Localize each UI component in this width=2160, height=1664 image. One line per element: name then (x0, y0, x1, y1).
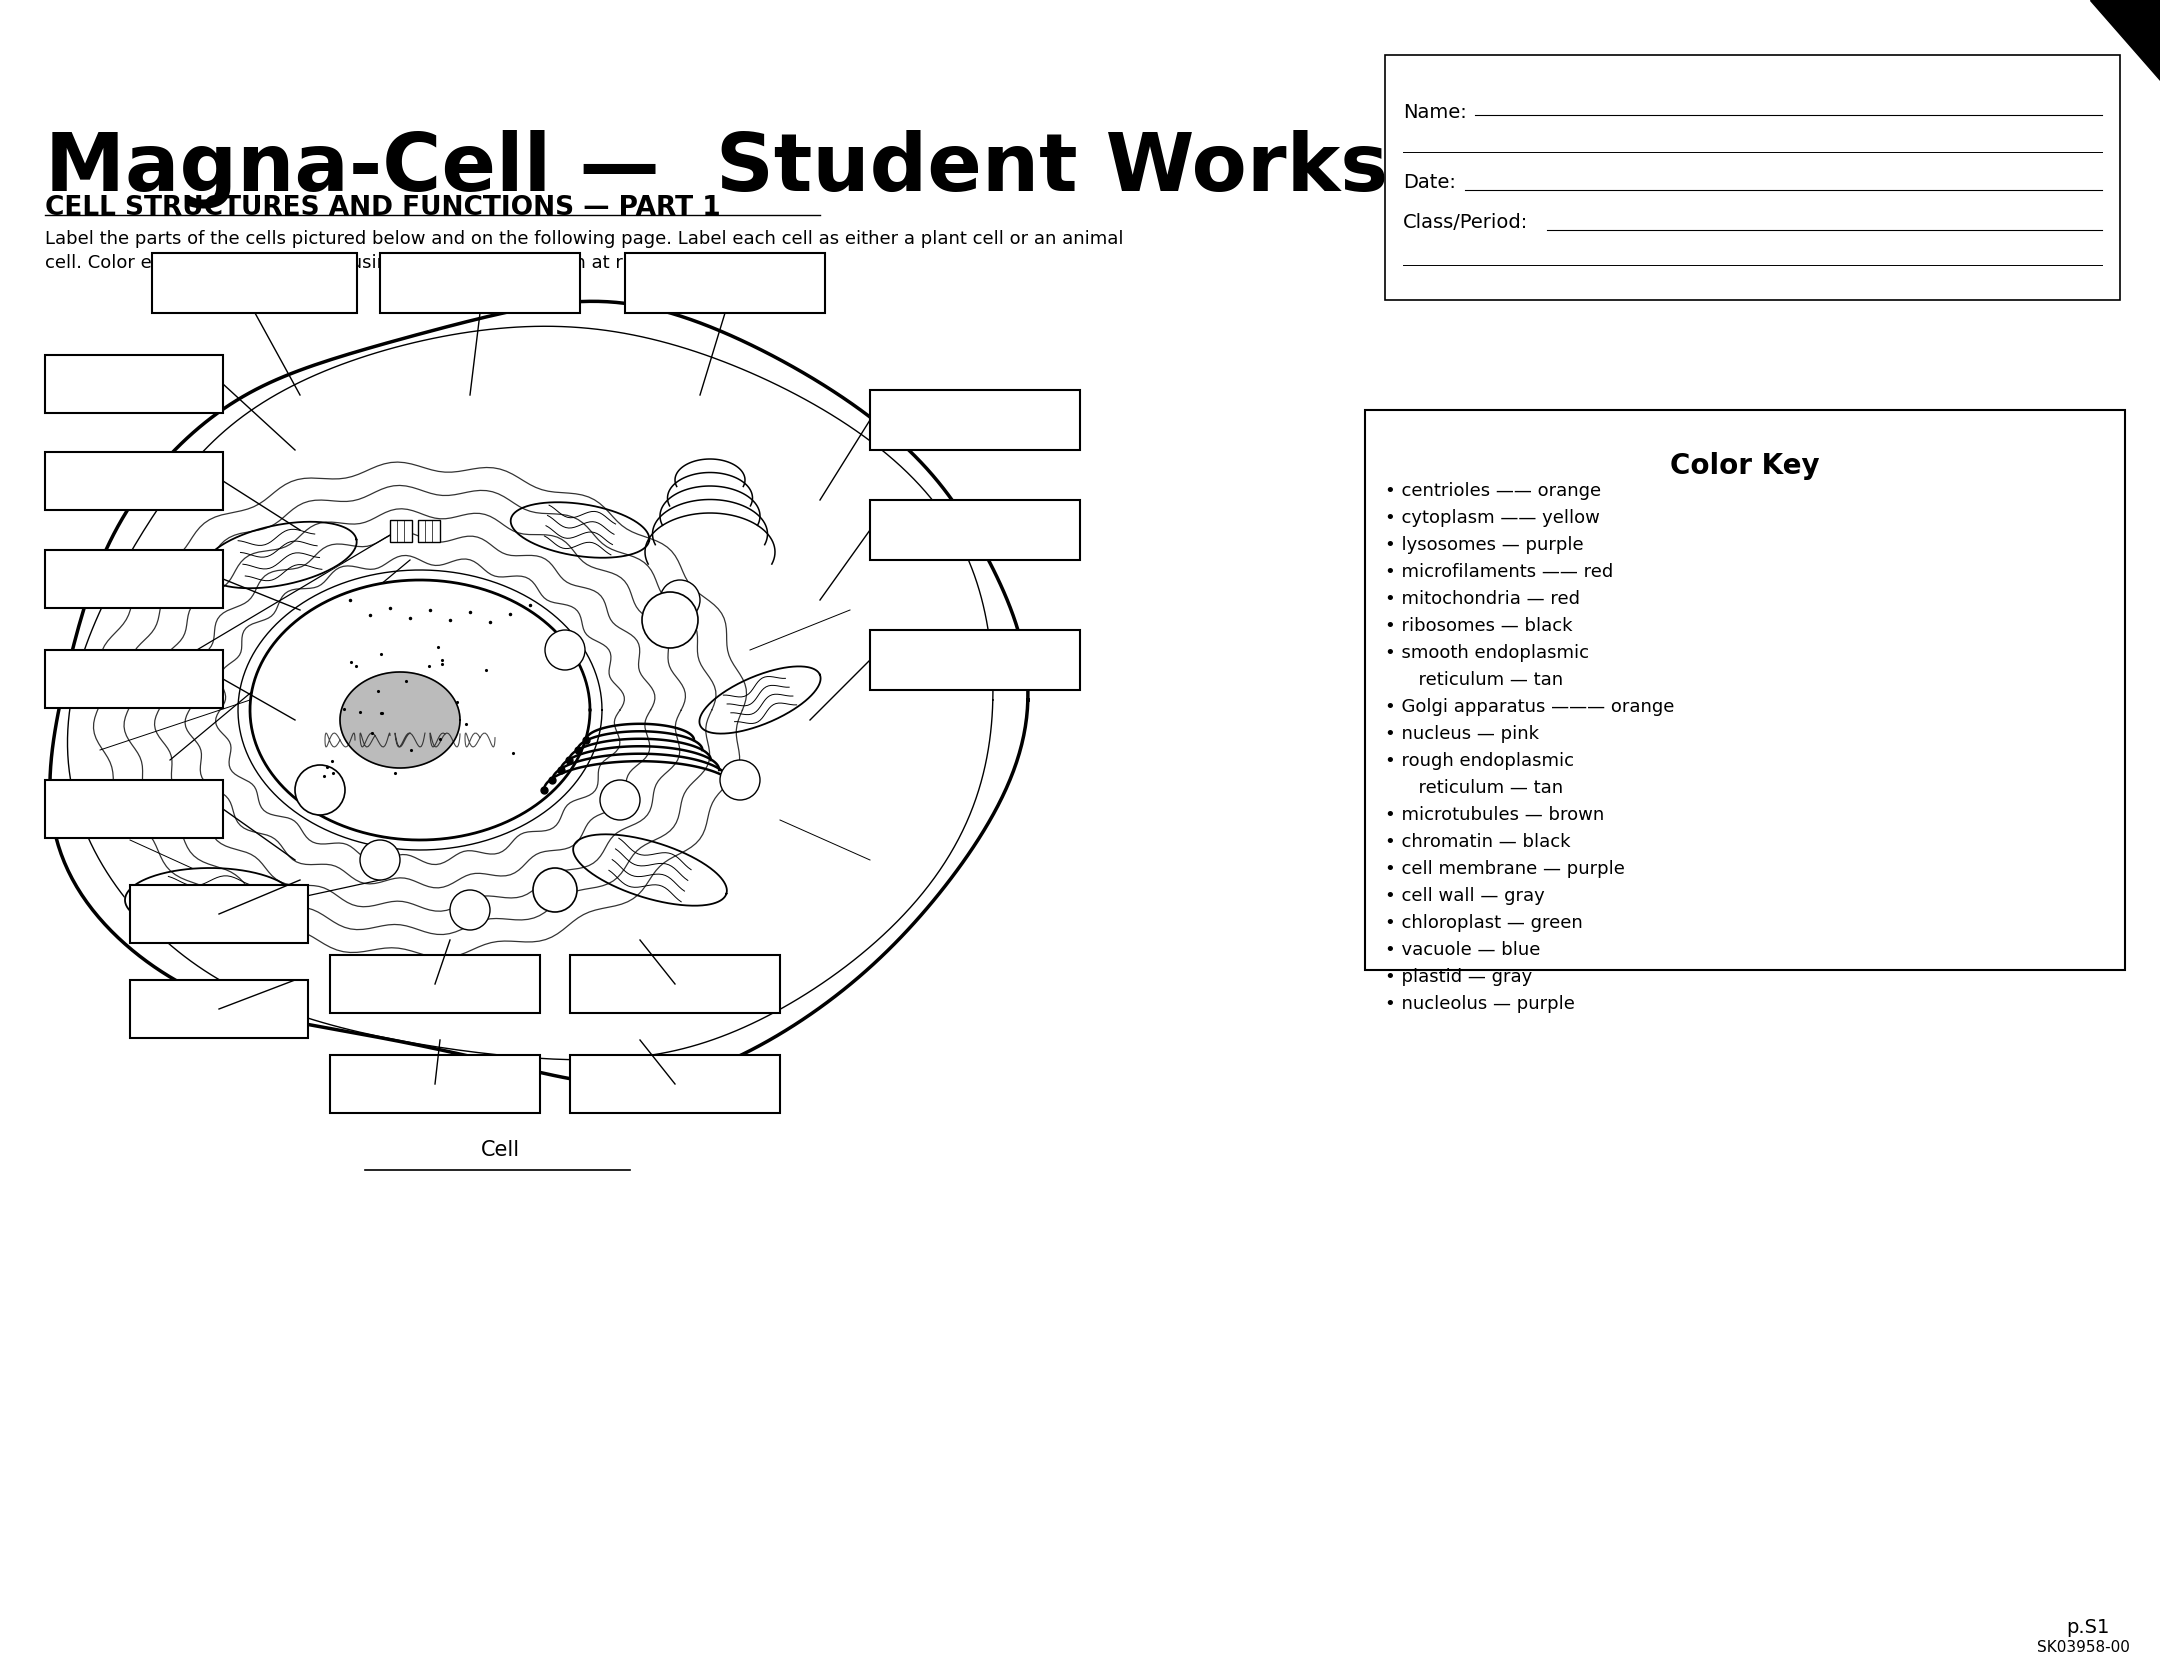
Bar (870, 631, 1080, 691)
Polygon shape (339, 672, 460, 769)
Text: • chromatin — black: • chromatin — black (1385, 834, 1570, 850)
Circle shape (642, 592, 698, 647)
Bar (130, 885, 309, 943)
Circle shape (296, 765, 346, 815)
Text: • nucleolus — purple: • nucleolus — purple (1385, 995, 1575, 1013)
Text: SK03958-00: SK03958-00 (2037, 1641, 2130, 1656)
Text: • Golgi apparatus ——— orange: • Golgi apparatus ——— orange (1385, 697, 1674, 716)
Text: Cell: Cell (480, 1140, 521, 1160)
Polygon shape (125, 869, 296, 932)
Text: • ribosomes — black: • ribosomes — black (1385, 617, 1572, 636)
Text: • lysosomes — purple: • lysosomes — purple (1385, 536, 1583, 554)
Text: • vacuole — blue: • vacuole — blue (1385, 942, 1540, 958)
Circle shape (544, 631, 585, 671)
Bar (45, 651, 222, 707)
Circle shape (719, 760, 760, 800)
Text: • mitochondria — red: • mitochondria — red (1385, 591, 1579, 607)
Bar (380, 253, 581, 313)
Bar (45, 354, 222, 413)
Text: Name:: Name: (1404, 103, 1467, 121)
Text: Color Key: Color Key (1670, 453, 1821, 479)
Polygon shape (251, 581, 590, 840)
Text: Date:: Date: (1404, 173, 1456, 191)
Circle shape (600, 780, 639, 820)
Text: • cytoplasm —— yellow: • cytoplasm —— yellow (1385, 509, 1601, 527)
Bar (570, 955, 780, 1013)
Bar (1365, 409, 2125, 970)
Bar (330, 1055, 540, 1113)
Circle shape (361, 840, 400, 880)
Text: • rough endoplasmic: • rough endoplasmic (1385, 752, 1575, 770)
Polygon shape (572, 834, 728, 905)
Text: • smooth endoplasmic: • smooth endoplasmic (1385, 644, 1590, 662)
Text: • plastid — gray: • plastid — gray (1385, 968, 1531, 987)
Polygon shape (2091, 0, 2160, 80)
Text: p.S1: p.S1 (2067, 1617, 2110, 1637)
Bar (1385, 55, 2119, 300)
Bar (45, 551, 222, 607)
Polygon shape (510, 503, 650, 557)
Text: • nucleus — pink: • nucleus — pink (1385, 726, 1538, 744)
Bar (330, 955, 540, 1013)
Bar (870, 389, 1080, 449)
Circle shape (449, 890, 490, 930)
Circle shape (534, 869, 577, 912)
Bar (45, 453, 222, 509)
Bar (624, 253, 825, 313)
Bar (130, 980, 309, 1038)
Text: reticulum — tan: reticulum — tan (1406, 779, 1564, 797)
Text: Label the parts of the cells pictured below and on the following page. Label eac: Label the parts of the cells pictured be… (45, 230, 1123, 271)
Text: CELL STRUCTURES AND FUNCTIONS — PART 1: CELL STRUCTURES AND FUNCTIONS — PART 1 (45, 195, 721, 221)
Polygon shape (50, 301, 1028, 1085)
Polygon shape (700, 666, 821, 734)
Bar (419, 519, 441, 542)
Text: • microtubules — brown: • microtubules — brown (1385, 805, 1605, 824)
Text: • cell wall — gray: • cell wall — gray (1385, 887, 1544, 905)
Bar (870, 499, 1080, 561)
Bar (45, 780, 222, 839)
Text: Magna-Cell —  Student Worksheet: Magna-Cell — Student Worksheet (45, 130, 1594, 208)
Text: • chloroplast — green: • chloroplast — green (1385, 914, 1583, 932)
Text: • centrioles —— orange: • centrioles —— orange (1385, 483, 1601, 499)
Circle shape (661, 581, 700, 621)
Text: Class/Period:: Class/Period: (1404, 213, 1529, 231)
Bar (570, 1055, 780, 1113)
Text: • microfilaments —— red: • microfilaments —— red (1385, 562, 1614, 581)
Bar (391, 519, 413, 542)
Bar (151, 253, 356, 313)
Polygon shape (203, 522, 356, 589)
Text: • cell membrane — purple: • cell membrane — purple (1385, 860, 1624, 879)
Text: reticulum — tan: reticulum — tan (1406, 671, 1564, 689)
